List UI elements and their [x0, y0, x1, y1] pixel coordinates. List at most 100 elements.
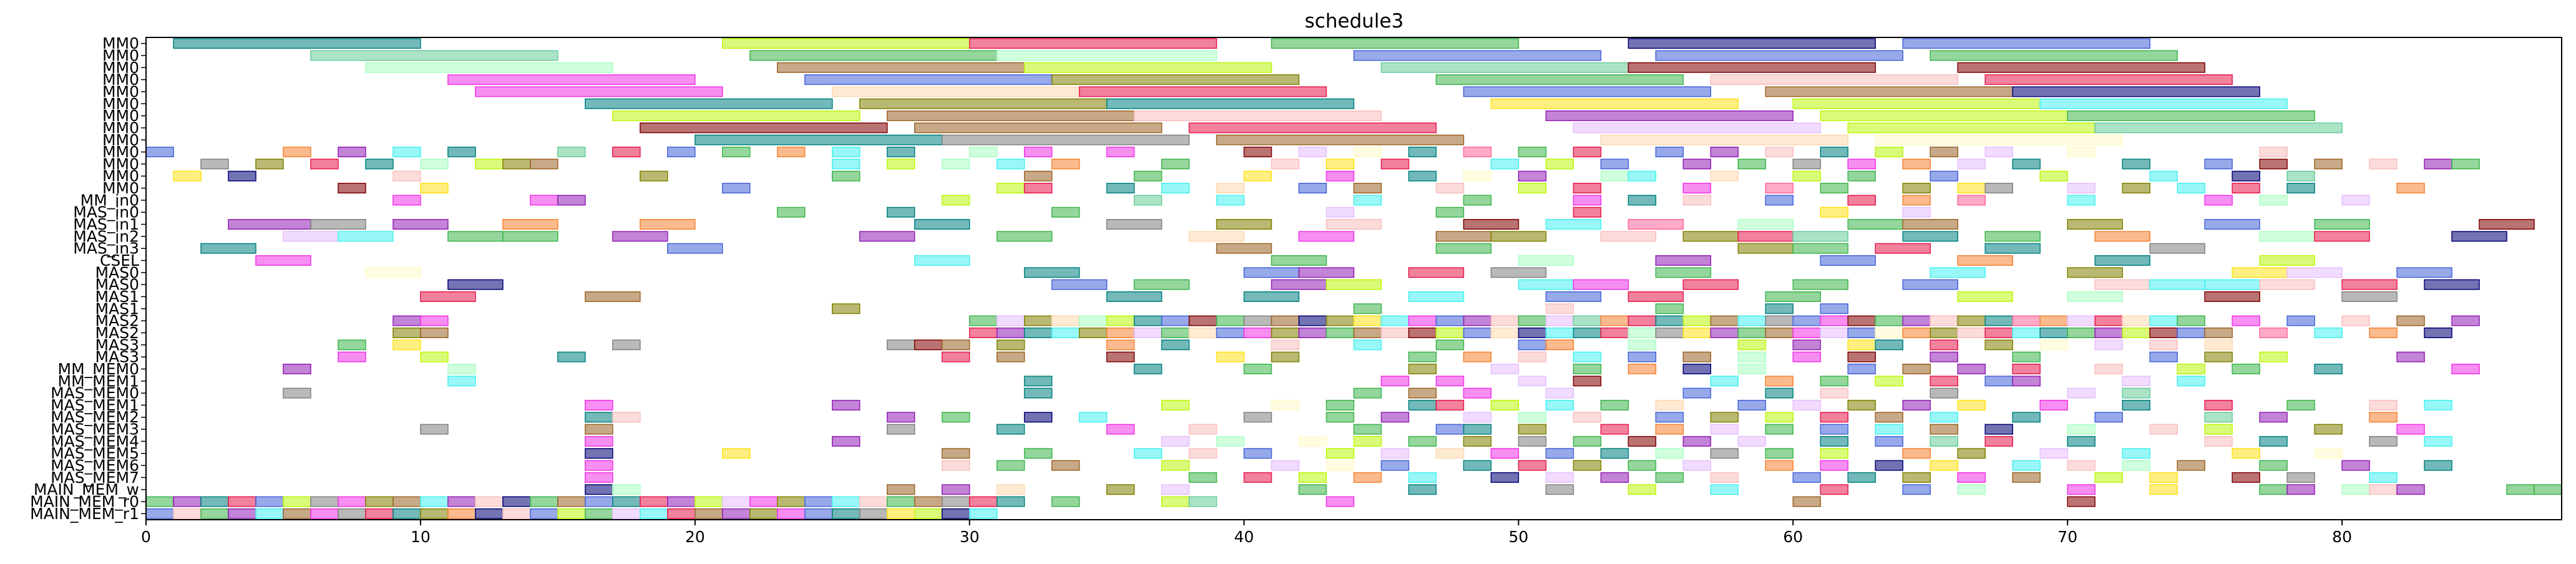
task-bar [447, 231, 504, 242]
task-bar [310, 50, 559, 61]
task-bar [1408, 170, 1437, 182]
task-bar [1655, 424, 1684, 435]
task-bar [1792, 170, 1822, 182]
task-bar [2149, 351, 2178, 362]
task-bar [1325, 448, 1355, 459]
task-bar [2341, 315, 2370, 326]
task-bar [2314, 327, 2343, 338]
task-bar [1133, 315, 1163, 326]
task-bar [1902, 219, 1959, 230]
task-bar [1957, 472, 1986, 483]
y-tick-label: MM0 [102, 131, 139, 149]
task-bar [1847, 195, 1876, 206]
task-bar [2232, 170, 2260, 182]
task-bar [1216, 243, 1272, 254]
task-bar [2149, 424, 2178, 435]
task-bar [475, 508, 504, 519]
task-bar [1435, 424, 1465, 435]
task-bar [1627, 460, 1657, 471]
task-bar [585, 98, 833, 109]
task-bar [1737, 327, 1767, 338]
task-bar [1875, 460, 1904, 471]
task-bar [1820, 327, 1849, 338]
task-bar [1106, 219, 1163, 230]
task-bar [1737, 158, 1767, 170]
task-bar [1930, 460, 1959, 471]
task-bar [1298, 435, 1327, 447]
task-bar [1627, 351, 1657, 362]
task-bar [1243, 412, 1272, 423]
task-bar [1298, 472, 1327, 483]
task-bar [1545, 448, 1574, 459]
task-bar [1380, 315, 1410, 326]
task-bar [859, 98, 1108, 109]
task-bar [1490, 448, 1520, 459]
task-bar [2039, 170, 2068, 182]
task-bar [393, 327, 421, 338]
task-bar [1820, 376, 1849, 387]
y-tick-label: MM0 [102, 179, 139, 197]
task-bar [1875, 243, 1931, 254]
task-bar [1353, 327, 1382, 338]
y-tick-label: MAS_MEM7 [51, 469, 139, 487]
task-bar [2396, 183, 2425, 194]
task-bar [1792, 243, 1849, 254]
task-bar [1820, 460, 1849, 471]
task-bar [1600, 134, 1849, 145]
task-bar [886, 508, 915, 519]
task-bar [1435, 339, 1465, 351]
task-bar [695, 134, 943, 145]
task-bar [1518, 339, 1547, 351]
y-tick-label: MAS_in2 [73, 227, 139, 245]
task-bar [640, 496, 668, 507]
task-bar [1930, 435, 1959, 447]
task-bar [2259, 460, 2288, 471]
x-tick-label: 40 [1234, 528, 1254, 546]
task-bar [502, 158, 531, 170]
task-bar [1573, 207, 1602, 218]
y-tick-label: MAS1 [95, 299, 139, 318]
task-bar [2204, 327, 2233, 338]
task-bar [2012, 472, 2041, 483]
task-bar [1902, 207, 1931, 218]
task-bar [1847, 170, 1876, 182]
task-bar [1051, 315, 1080, 326]
task-bar [996, 183, 1025, 194]
task-bar [2012, 412, 2041, 423]
task-bar [2122, 327, 2150, 338]
task-bar [1710, 170, 1739, 182]
task-bar [1023, 327, 1053, 338]
task-bar [283, 231, 339, 242]
task-bar [1847, 158, 1876, 170]
task-bar [640, 122, 888, 134]
task-bar [968, 327, 998, 338]
y-tick-label: MAS0 [95, 276, 139, 294]
y-tick-label: MM0 [102, 155, 139, 173]
task-bar [612, 484, 641, 495]
task-bar [914, 122, 1163, 134]
task-bar [2039, 448, 2068, 459]
task-bar [1545, 219, 1602, 230]
task-bar [2424, 327, 2452, 338]
task-bar [1106, 327, 1135, 338]
task-bar [941, 195, 970, 206]
task-bar [831, 399, 861, 411]
task-bar [831, 496, 861, 507]
task-bar [1957, 315, 1986, 326]
task-bar [1518, 147, 1547, 158]
task-bar [1490, 98, 1739, 109]
task-bar [420, 291, 476, 302]
task-bar [2369, 327, 2398, 338]
task-bar [1490, 327, 1520, 338]
task-bar [1627, 291, 1684, 302]
task-bar [2094, 412, 2123, 423]
task-bar [1161, 460, 1190, 471]
task-bar [695, 496, 723, 507]
task-bar [585, 484, 613, 495]
task-bar [2149, 339, 2178, 351]
task-bar [1820, 448, 1849, 459]
task-bar [1984, 424, 2013, 435]
task-bar [2451, 363, 2480, 374]
task-bar [1682, 435, 1712, 447]
